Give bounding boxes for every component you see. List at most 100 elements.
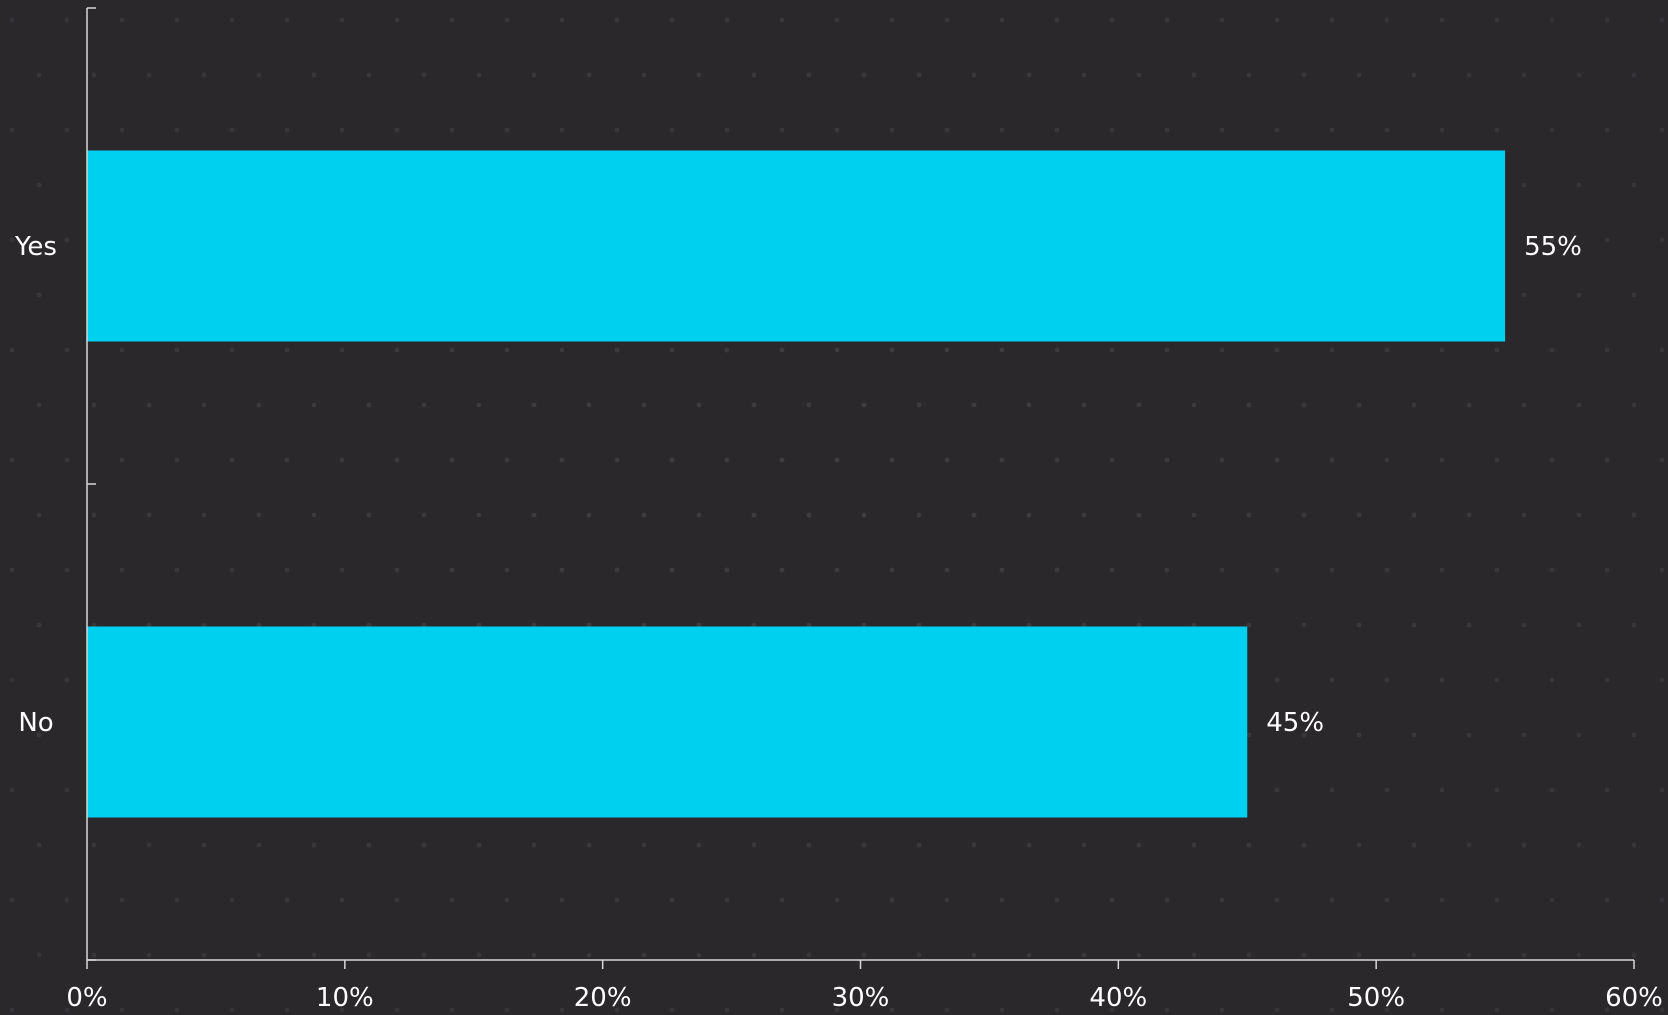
background-dot — [1604, 237, 1610, 243]
background-dot — [339, 897, 345, 903]
background-dot — [1054, 347, 1060, 353]
background-dot — [944, 567, 950, 573]
background-dot — [64, 457, 70, 463]
background-dot — [1054, 897, 1060, 903]
background-dot — [559, 17, 565, 23]
background-dot — [174, 457, 180, 463]
background-dot — [1521, 952, 1527, 958]
background-dot — [229, 897, 235, 903]
background-dot — [1576, 842, 1582, 848]
background-dot — [806, 72, 812, 78]
background-dot — [9, 237, 15, 243]
background-dot — [971, 402, 977, 408]
background-dot — [36, 402, 42, 408]
background-dot — [1274, 127, 1280, 133]
background-dot — [1576, 622, 1582, 628]
background-dot — [1026, 512, 1032, 518]
background-dot — [999, 457, 1005, 463]
background-dot — [229, 457, 235, 463]
background-dot — [36, 182, 42, 188]
background-dot — [834, 17, 840, 23]
background-dot — [1274, 897, 1280, 903]
background-dot — [1549, 1007, 1555, 1013]
background-dot — [1026, 402, 1032, 408]
background-dot — [229, 1007, 235, 1013]
background-dot — [1356, 72, 1362, 78]
background-dot — [366, 842, 372, 848]
background-dot — [1521, 622, 1527, 628]
background-dot — [366, 402, 372, 408]
background-dot — [256, 72, 262, 78]
background-dot — [1659, 787, 1665, 793]
x-tick-label: 40% — [1089, 983, 1147, 1013]
background-dot — [1109, 17, 1115, 23]
background-dot — [9, 347, 15, 353]
background-dot — [1604, 347, 1610, 353]
background-dot — [1329, 677, 1335, 683]
background-dot — [1466, 622, 1472, 628]
background-dot — [1081, 402, 1087, 408]
background-dot — [64, 127, 70, 133]
background-dot — [1191, 842, 1197, 848]
background-dot — [1356, 952, 1362, 958]
background-dot — [806, 512, 812, 518]
background-dot — [1411, 72, 1417, 78]
background-dot — [724, 347, 730, 353]
background-dot — [1054, 1007, 1060, 1013]
background-dot — [751, 512, 757, 518]
background-dot — [971, 952, 977, 958]
background-dot — [9, 127, 15, 133]
background-dot — [1246, 842, 1252, 848]
background-dot — [861, 402, 867, 408]
background-dot — [1109, 347, 1115, 353]
background-dot — [1439, 347, 1445, 353]
background-dot — [724, 897, 730, 903]
background-dot — [1384, 17, 1390, 23]
background-dot — [1219, 1007, 1225, 1013]
background-dot — [1521, 292, 1527, 298]
background-dot — [1439, 457, 1445, 463]
background-dot — [311, 842, 317, 848]
background-dot — [1329, 457, 1335, 463]
background-dot — [559, 347, 565, 353]
x-tick-label: 20% — [574, 983, 632, 1013]
background-dot — [1604, 457, 1610, 463]
background-dot — [1356, 732, 1362, 738]
background-dot — [1659, 677, 1665, 683]
background-dot — [91, 72, 97, 78]
background-dot — [779, 127, 785, 133]
background-dot — [1439, 567, 1445, 573]
background-dot — [641, 952, 647, 958]
background-dot — [174, 17, 180, 23]
background-dot — [366, 72, 372, 78]
background-dot — [889, 127, 895, 133]
background-dot — [229, 127, 235, 133]
background-dot — [834, 897, 840, 903]
background-dot — [421, 72, 427, 78]
background-dot — [421, 622, 427, 628]
background-dot — [476, 842, 482, 848]
background-dot — [1411, 952, 1417, 958]
background-dot — [779, 17, 785, 23]
background-dot — [1384, 457, 1390, 463]
background-dot — [119, 17, 125, 23]
background-dot — [449, 897, 455, 903]
background-dot — [1466, 952, 1472, 958]
background-dot — [394, 17, 400, 23]
background-dot — [999, 17, 1005, 23]
background-dot — [586, 402, 592, 408]
background-dot — [256, 842, 262, 848]
background-dot — [1659, 127, 1665, 133]
background-dot — [1356, 622, 1362, 628]
background-dot — [284, 347, 290, 353]
background-dot — [1274, 17, 1280, 23]
background-dot — [559, 567, 565, 573]
bars-layer — [87, 150, 1506, 818]
background-dot — [64, 347, 70, 353]
background-dot — [504, 457, 510, 463]
background-dot — [449, 347, 455, 353]
background-dot — [1329, 567, 1335, 573]
background-dot — [1384, 127, 1390, 133]
background-dot — [1164, 1007, 1170, 1013]
background-dot — [614, 1007, 620, 1013]
